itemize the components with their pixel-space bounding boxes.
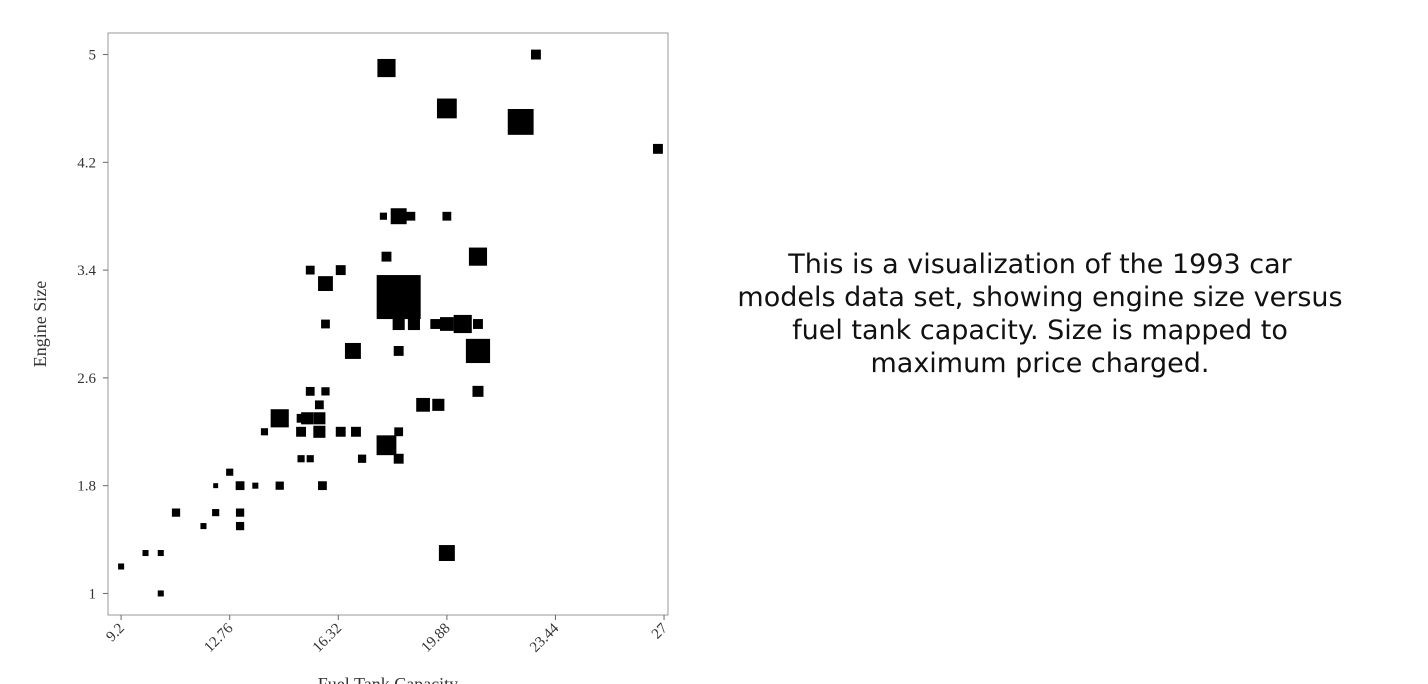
- point: [430, 319, 441, 329]
- point: [379, 212, 387, 220]
- point: [297, 455, 305, 463]
- point: [335, 426, 346, 437]
- point: [381, 251, 392, 262]
- point: [468, 247, 488, 266]
- y-tick-label: 1: [89, 586, 97, 602]
- point: [260, 428, 269, 436]
- plot-frame: [107, 32, 669, 616]
- point: [305, 386, 315, 396]
- point: [436, 98, 457, 119]
- point: [416, 397, 430, 412]
- x-tick-label: 16.32: [310, 621, 345, 656]
- point: [376, 275, 421, 320]
- point: [473, 319, 483, 329]
- point: [432, 398, 445, 411]
- point: [275, 481, 284, 490]
- point: [200, 523, 207, 530]
- point: [438, 545, 455, 562]
- point: [270, 409, 289, 428]
- point: [406, 211, 416, 221]
- point: [318, 481, 327, 491]
- point: [407, 317, 420, 331]
- point: [305, 265, 315, 275]
- y-tick-label: 1.8: [77, 479, 96, 495]
- point: [394, 427, 404, 437]
- point: [157, 590, 164, 597]
- point: [318, 276, 333, 292]
- point: [442, 211, 452, 221]
- point: [235, 481, 245, 491]
- point: [344, 342, 361, 359]
- x-axis-label: Fuel Tank Capacity: [318, 674, 458, 684]
- point: [393, 453, 404, 464]
- point: [390, 208, 407, 225]
- point: [306, 455, 314, 463]
- point: [313, 412, 326, 425]
- annotation: This is a visualization of the 1993 car …: [737, 249, 1343, 379]
- point: [142, 550, 149, 557]
- point: [213, 483, 219, 489]
- y-tick-label: 3.4: [77, 263, 96, 279]
- point: [392, 317, 405, 331]
- chart: Engine Size Fuel Tank Capacity 1 1.8 2.6 3.…: [30, 32, 671, 684]
- point: [357, 454, 367, 463]
- point: [335, 265, 346, 276]
- point: [453, 314, 472, 334]
- point: [393, 345, 404, 356]
- point: [472, 385, 484, 397]
- point: [171, 508, 181, 517]
- point: [235, 521, 245, 531]
- point: [377, 58, 396, 78]
- point: [212, 509, 220, 517]
- point: [301, 412, 314, 425]
- point: [252, 482, 259, 489]
- point: [296, 413, 306, 423]
- point: [507, 108, 534, 135]
- y-tick-label: 2.6: [77, 371, 96, 387]
- point: [439, 317, 454, 331]
- point: [351, 426, 361, 437]
- y-tick-label: 5: [89, 48, 97, 64]
- point: [530, 49, 541, 60]
- x-tick-label: 12.76: [201, 620, 237, 656]
- point: [321, 319, 330, 329]
- y-axis-label: Engine Size: [30, 281, 50, 367]
- point: [235, 508, 245, 517]
- y-tick-label: 4.2: [77, 155, 96, 171]
- point: [296, 426, 307, 437]
- point: [157, 550, 164, 557]
- x-tick-label: 19.88: [419, 621, 454, 656]
- x-tick-label: 23.44: [527, 620, 563, 656]
- x-tick-label: 9.2: [103, 621, 128, 646]
- point: [321, 387, 330, 396]
- x-tick-label: 27: [649, 620, 671, 642]
- point: [226, 468, 234, 476]
- point: [652, 143, 663, 154]
- point: [313, 425, 326, 438]
- point: [376, 435, 397, 456]
- point: [465, 338, 491, 364]
- point: [314, 400, 324, 410]
- point: [118, 563, 125, 570]
